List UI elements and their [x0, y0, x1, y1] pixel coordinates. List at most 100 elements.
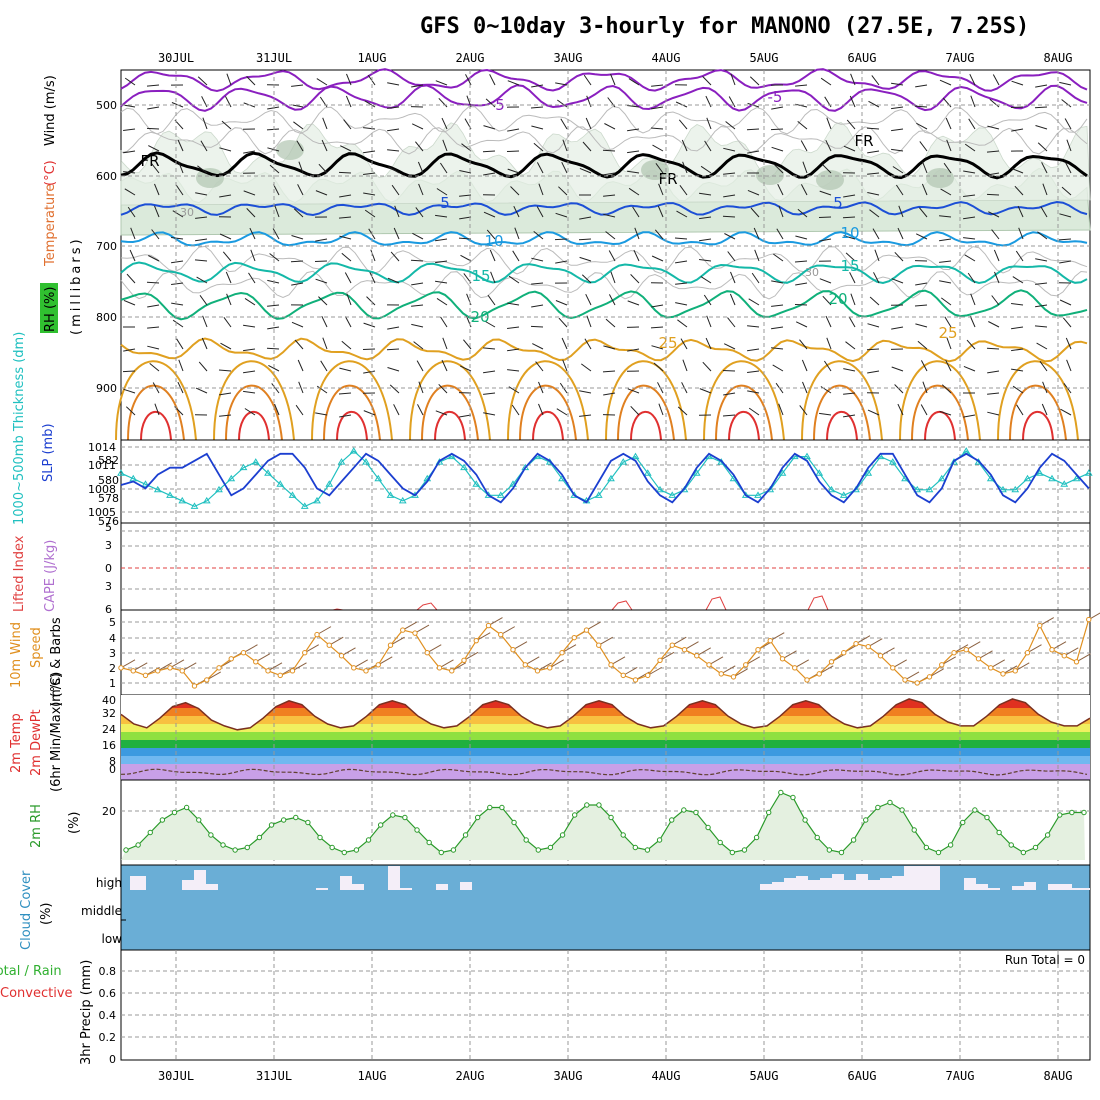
wind-barb — [1062, 317, 1072, 328]
wind-barb — [676, 210, 688, 218]
wind-barb — [123, 171, 136, 174]
wind-barb — [1035, 84, 1048, 88]
high-cloud-gap — [916, 866, 928, 890]
wind-barb — [148, 145, 160, 152]
high-cloud-gap — [976, 884, 988, 890]
wind-barb — [223, 317, 232, 328]
wind-barb — [920, 360, 928, 372]
wind-barb — [682, 359, 688, 372]
wind-barb — [771, 146, 784, 152]
wind-gridlines — [121, 610, 1090, 695]
wind-barb — [1010, 106, 1024, 108]
wind-barb — [1059, 260, 1072, 264]
temperature-contour-35 — [630, 410, 662, 441]
wind-barb — [362, 348, 376, 350]
wind-barb — [868, 100, 880, 108]
rh-point — [1081, 809, 1087, 816]
rh-point — [644, 847, 651, 853]
wind-barb — [825, 139, 832, 152]
wind-barb — [221, 120, 232, 130]
bottom-date-labels: 30JUL 31JUL 1AUG 2AUG 3AUG 4AUG 5AUG 6AUG 7AUG 8A… — [158, 1069, 1073, 1083]
wind-barb — [891, 148, 904, 152]
wind-barb — [993, 249, 1000, 262]
wind-barb — [461, 143, 472, 152]
wind-barb — [363, 370, 376, 374]
wind-barb — [298, 161, 304, 174]
rh-contour — [120, 105, 1088, 135]
rh-lines — [121, 789, 1087, 860]
wind-barb — [346, 293, 352, 306]
high-cloud-gap — [340, 876, 352, 890]
wind-speed-point — [767, 637, 773, 644]
wind-barb — [226, 73, 232, 86]
thickness-point — [1084, 469, 1093, 476]
wind-barb — [1011, 303, 1024, 306]
cape-ticks: 5 3 0 3 6 — [105, 521, 112, 616]
temperature-contour-30 — [421, 384, 479, 441]
wind-speed-point — [841, 650, 847, 656]
wind-barb — [723, 172, 736, 175]
wind-barb — [129, 249, 136, 262]
wind-barb — [915, 323, 928, 328]
date-label-top: 3AUG — [554, 51, 583, 65]
wind-barb — [483, 125, 496, 130]
wind-barb — [226, 293, 232, 306]
wind-barb — [727, 251, 736, 262]
wind-barb — [603, 194, 616, 197]
wind-speed-point — [718, 671, 724, 677]
wind-barb — [393, 404, 400, 416]
wind-barb — [483, 370, 496, 374]
wind-barb — [510, 186, 520, 196]
slp-tick: 1005 — [88, 506, 116, 519]
wind-barb — [290, 260, 304, 263]
wind-barb — [1017, 205, 1024, 218]
high-cloud-gap — [784, 878, 796, 890]
wind-barb — [561, 337, 568, 350]
wind-barb — [415, 207, 424, 218]
wind-barb — [243, 390, 256, 394]
wind-barb — [344, 316, 352, 328]
wind-barb — [1042, 381, 1048, 394]
rh-point — [850, 837, 857, 843]
wind-barb — [801, 359, 808, 372]
rh-point — [1008, 842, 1014, 848]
wind-barb — [939, 215, 952, 218]
rh-point — [596, 802, 602, 808]
wind-barb — [441, 117, 448, 130]
wind-barb — [843, 194, 856, 198]
rh-patch — [756, 165, 784, 185]
wind-barb — [700, 276, 712, 284]
wind-barb — [771, 106, 784, 110]
wind-barb — [244, 297, 256, 306]
thickness-point — [472, 480, 481, 487]
wind-barb — [969, 315, 976, 328]
temp2m-label-3: (6hr Min/Max) (°C) — [49, 672, 64, 792]
wind-barb — [651, 345, 664, 350]
wind-barb — [1060, 408, 1072, 416]
wind-barb — [627, 300, 640, 306]
thickness-point — [374, 474, 383, 482]
wind-barb — [483, 412, 496, 416]
rh-point — [1057, 812, 1063, 818]
thickness-point — [1023, 474, 1032, 482]
wind-speed-point — [694, 653, 700, 659]
rh-point — [450, 847, 457, 853]
wind-tick: 5 — [109, 616, 116, 629]
wind-barb — [513, 205, 520, 218]
wind-barb — [843, 368, 856, 372]
wind-barb — [417, 161, 424, 174]
wind-barb — [246, 76, 256, 86]
wind-barb — [651, 304, 664, 308]
temperature-contour-30 — [715, 384, 773, 441]
wind-barb — [343, 119, 352, 130]
wind-barb — [149, 363, 160, 372]
thickness-point — [619, 458, 628, 465]
high-cloud-gap — [1072, 888, 1084, 890]
wind-barb — [485, 98, 496, 108]
wind-label-2: Speed — [29, 627, 44, 668]
wind-barb — [363, 192, 376, 196]
wind-barb — [915, 282, 928, 286]
wind-barb — [458, 237, 472, 240]
date-label-bottom: 3AUG — [554, 1069, 583, 1083]
rh-point — [984, 814, 990, 821]
